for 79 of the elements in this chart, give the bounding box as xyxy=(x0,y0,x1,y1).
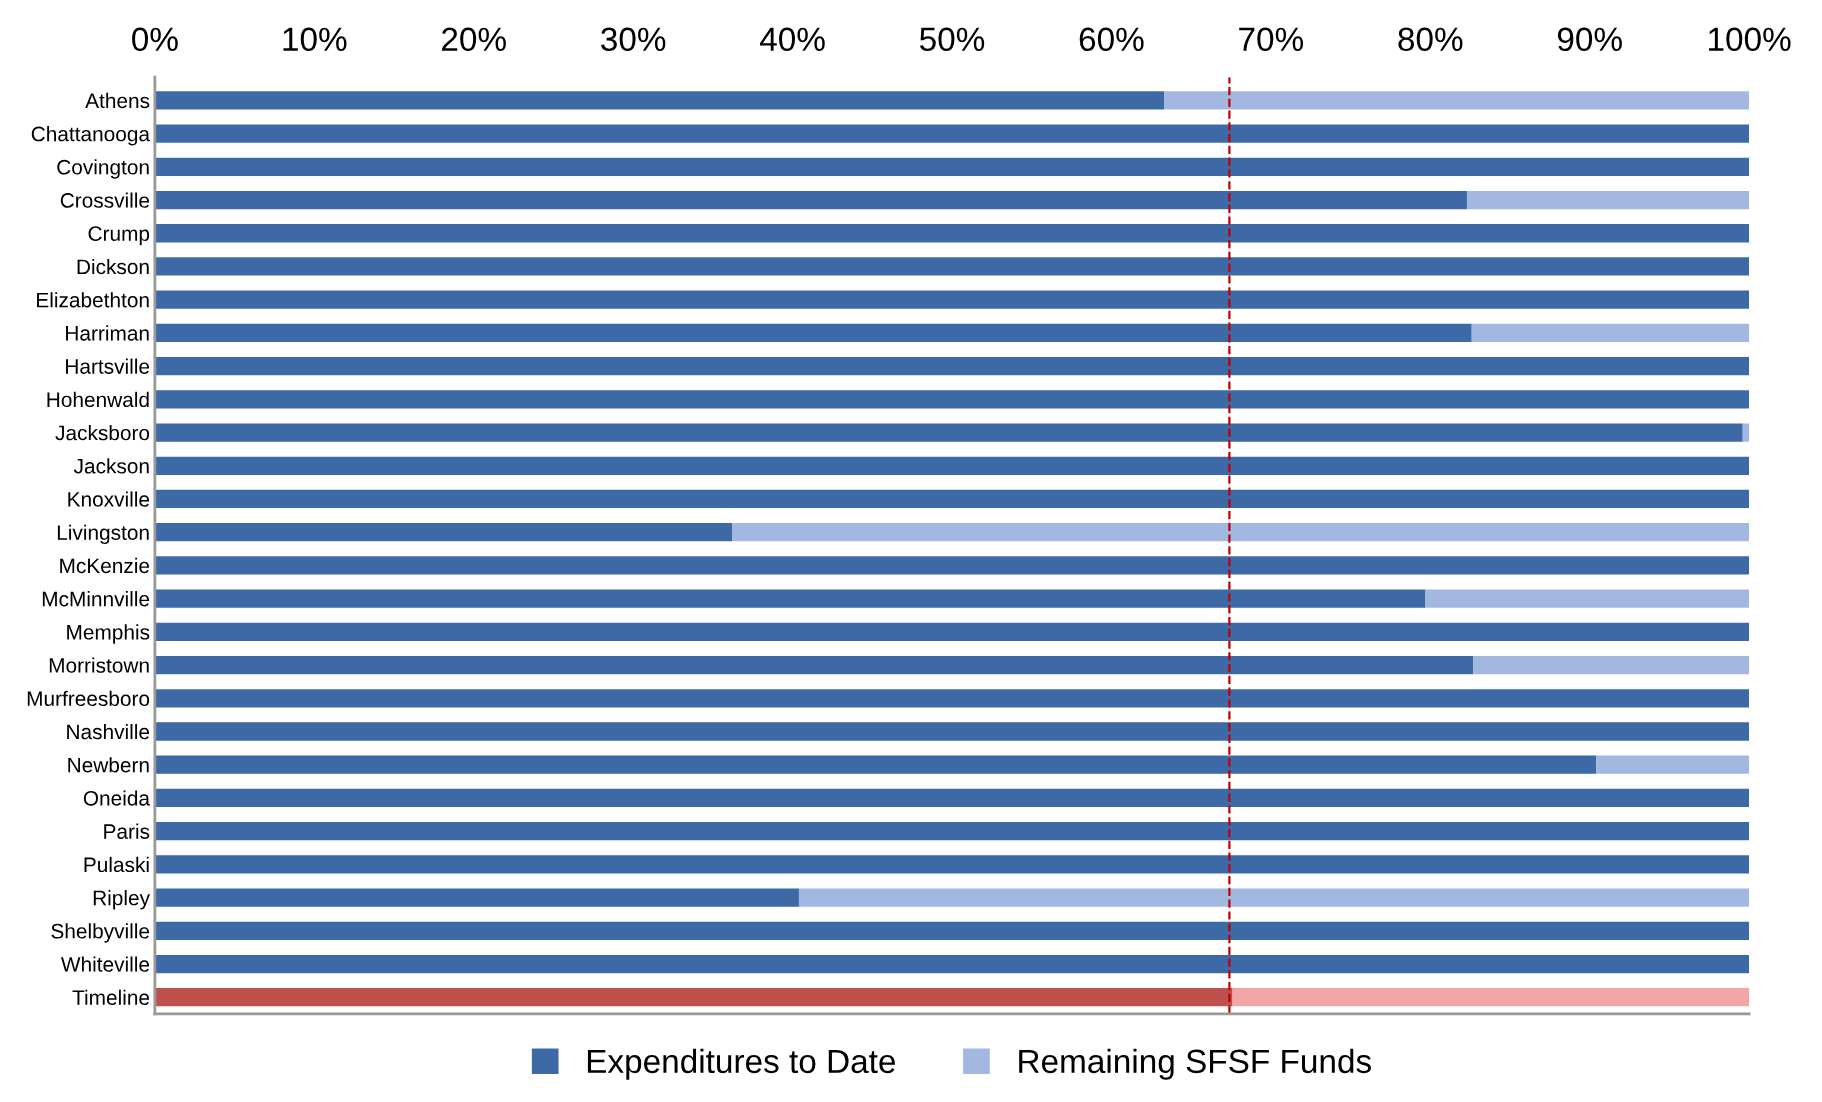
bar xyxy=(154,589,1426,608)
y-tick-label: Paris xyxy=(104,823,150,839)
bar xyxy=(1164,91,1750,110)
y-tick-label: McMinnville xyxy=(42,591,150,607)
x-tick-label: 30% xyxy=(601,27,666,52)
bar xyxy=(154,622,1750,641)
bar xyxy=(1471,323,1750,343)
bar xyxy=(154,523,732,542)
y-tick-label: Whiteville xyxy=(60,956,150,972)
y-tick-label: Jacksboro xyxy=(55,425,150,441)
y-tick-label: Chattanooga xyxy=(31,126,151,146)
y-tick-label: Murfreesboro xyxy=(27,690,150,707)
bar xyxy=(154,224,1750,243)
bar xyxy=(154,689,1750,708)
y-tick-label: Crump xyxy=(88,226,150,246)
bar xyxy=(154,822,1750,841)
bar xyxy=(154,755,1597,774)
bar xyxy=(154,722,1750,741)
bar xyxy=(154,257,1750,276)
y-tick-label: Ripley xyxy=(93,890,150,910)
bar xyxy=(1425,589,1750,608)
bar xyxy=(1232,988,1750,1007)
bar xyxy=(154,788,1750,808)
x-tick-label: 80% xyxy=(1398,27,1463,52)
bar xyxy=(154,456,1750,475)
bar xyxy=(154,323,1472,343)
bar xyxy=(154,390,1750,409)
bar xyxy=(154,190,1467,210)
x-tick-label: 90% xyxy=(1557,27,1622,52)
bar xyxy=(154,290,1750,309)
x-tick-label: 50% xyxy=(919,27,985,52)
x-tick-label: 0% xyxy=(132,27,178,52)
bar xyxy=(154,954,1750,974)
y-tick-label: Morristown xyxy=(49,657,149,673)
y-tick-label: Hartsville xyxy=(66,358,150,374)
y-tick-label: Crossville xyxy=(60,192,150,208)
y-tick-label: Dickson xyxy=(77,258,149,275)
x-tick-label: 10% xyxy=(283,27,347,52)
x-tick-label: 70% xyxy=(1239,27,1304,52)
bar xyxy=(154,124,1750,143)
bar xyxy=(1466,190,1750,210)
y-tick-label: McKenzie xyxy=(60,557,150,574)
bar xyxy=(1596,755,1750,774)
y-tick-label: Elizabethton xyxy=(37,292,149,308)
y-tick-label: Newbern xyxy=(68,757,149,773)
y-tick-label: Oneida xyxy=(83,790,151,806)
bar xyxy=(154,888,799,907)
y-tick-label: Harriman xyxy=(66,325,149,341)
bar xyxy=(1742,423,1750,442)
x-tick-label: 60% xyxy=(1079,27,1144,52)
x-tick-label: 20% xyxy=(442,27,506,52)
bar xyxy=(154,356,1750,376)
y-tick-label: Jackson xyxy=(73,458,149,474)
y-tick-label: Athens xyxy=(85,92,150,109)
y-tick-label: Hohenwald xyxy=(47,391,149,408)
legend-label: Expenditures to Date xyxy=(587,1048,895,1080)
y-tick-label: Nashville xyxy=(67,723,150,740)
bar xyxy=(154,921,1750,940)
y-tick-label: Memphis xyxy=(67,624,150,644)
bar xyxy=(731,523,1750,542)
y-tick-label: Pulaski xyxy=(84,856,149,873)
bar xyxy=(1473,655,1750,675)
bar xyxy=(154,988,1233,1007)
y-tick-label: Covington xyxy=(57,159,149,179)
bar xyxy=(154,556,1750,575)
y-tick-label: Livingston xyxy=(57,524,149,545)
legend-label: Remaining SFSF Funds xyxy=(1019,1048,1371,1080)
bar xyxy=(154,91,1165,110)
bar xyxy=(798,888,1750,907)
bar xyxy=(154,855,1750,874)
y-tick-label: Timeline xyxy=(72,989,150,1005)
bar xyxy=(154,489,1750,509)
x-tick-label: 40% xyxy=(759,27,825,52)
x-tick-label: 100% xyxy=(1709,27,1791,52)
y-tick-label: Shelbyville xyxy=(51,923,150,943)
bar xyxy=(154,423,1743,442)
bar xyxy=(154,655,1474,675)
bar xyxy=(154,157,1750,176)
y-tick-label: Knoxville xyxy=(68,491,150,507)
